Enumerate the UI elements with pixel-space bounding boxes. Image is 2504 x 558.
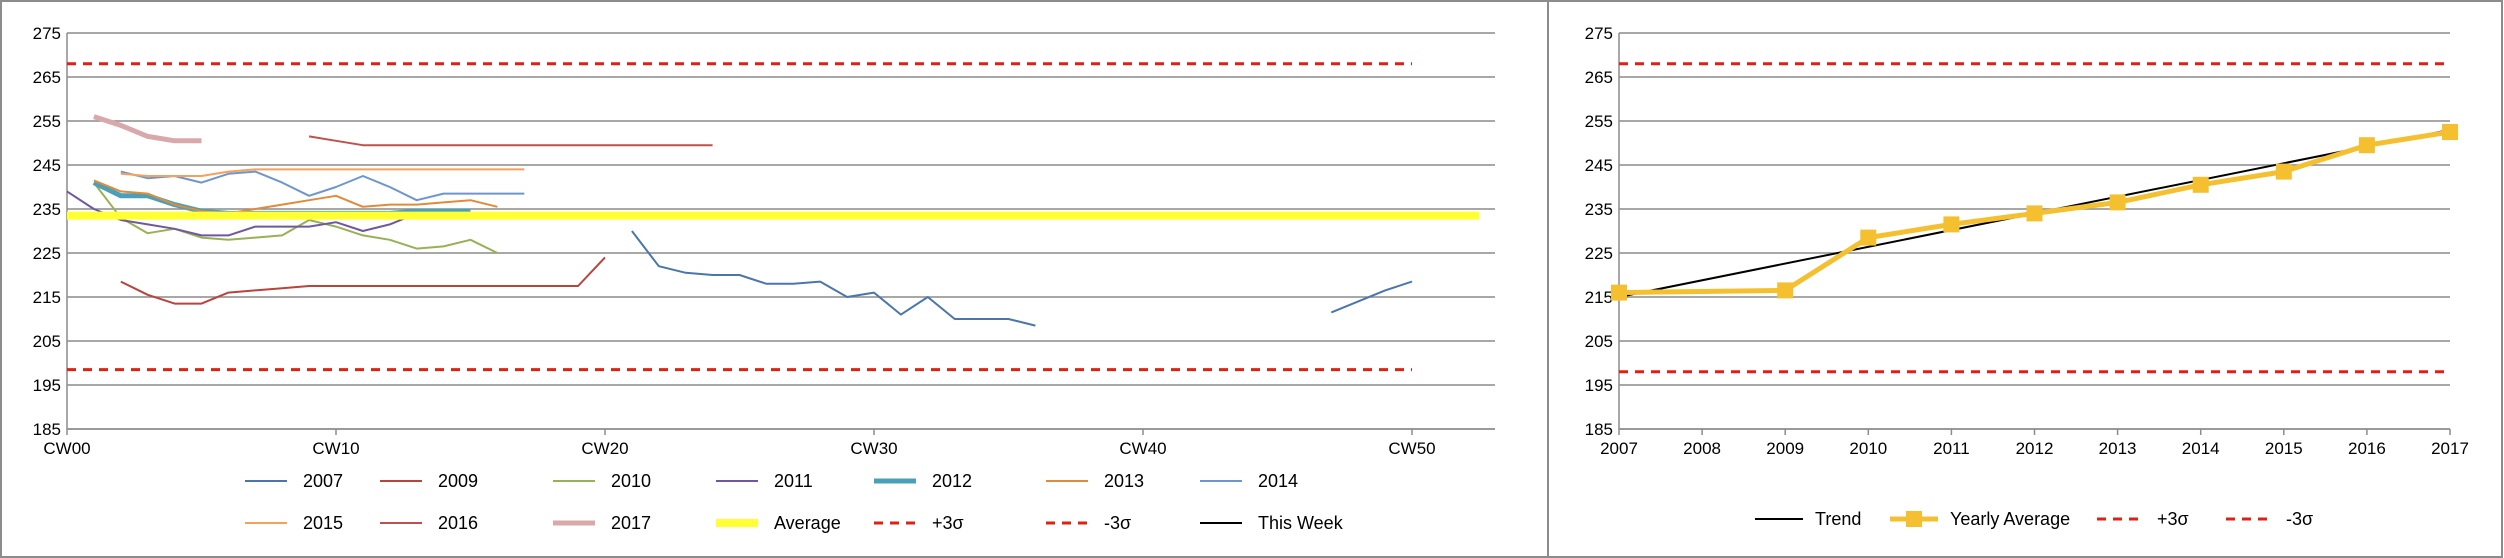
yearly-y-tick-label: 255 xyxy=(1585,112,1613,131)
yearly-x-tick-label: 2010 xyxy=(1849,439,1887,458)
series-line-2014 xyxy=(120,170,525,202)
data-point-yearly-average xyxy=(1860,229,1877,246)
data-point-yearly-average xyxy=(2442,124,2458,140)
yearly-x-tick-label: 2013 xyxy=(2099,439,2137,458)
weekly-x-tick-label: CW30 xyxy=(850,439,897,458)
weekly-x-tick-label: CW00 xyxy=(43,439,90,458)
series-line-2017 xyxy=(93,114,202,144)
legend-label-minus-3-sigma: -3σ xyxy=(2286,509,2313,529)
yearly-x-tick-label: 2014 xyxy=(2182,439,2220,458)
legend-label-2017: 2017 xyxy=(611,513,651,533)
weekly-y-tick-label: 245 xyxy=(33,156,61,175)
legend-label-trend: Trend xyxy=(1815,509,1861,529)
weekly-y-tick-label: 205 xyxy=(33,332,61,351)
data-point-yearly-average xyxy=(2109,194,2126,211)
yearly-y-tick-label: 195 xyxy=(1585,376,1613,395)
data-point-yearly-average xyxy=(1611,284,1627,301)
yearly-x-tick-label: 2015 xyxy=(2265,439,2303,458)
series-line-2016 xyxy=(308,135,713,147)
legend-label-2010: 2010 xyxy=(611,471,651,491)
weekly-y-tick-label: 265 xyxy=(33,68,61,87)
weekly-x-tick-label: CW10 xyxy=(312,439,359,458)
legend-label-2009: 2009 xyxy=(438,471,478,491)
series-line-2009 xyxy=(120,256,606,305)
legend-label-2014: 2014 xyxy=(1258,471,1298,491)
yearly-y-tick-label: 265 xyxy=(1585,68,1613,87)
yearly-x-tick-label: 2007 xyxy=(1600,439,1638,458)
weekly-y-tick-label: 185 xyxy=(33,420,61,439)
legend-label-2016: 2016 xyxy=(438,513,478,533)
yearly-chart: 185 195 205 215 225 235 245 255 265 275 2007 2008 20… xyxy=(1585,24,2469,529)
legend-marker-yearly-average xyxy=(1906,511,1922,527)
yearly-y-tick-label: 225 xyxy=(1585,244,1613,263)
legend-label-2015: 2015 xyxy=(303,513,343,533)
yearly-x-tick-label: 2011 xyxy=(1933,439,1970,458)
yearly-y-tick-label: 185 xyxy=(1585,420,1613,439)
yearly-x-tick-label: 2012 xyxy=(2016,439,2054,458)
data-point-yearly-average xyxy=(2192,176,2209,193)
weekly-y-tick-label: 225 xyxy=(33,244,61,263)
data-point-yearly-average xyxy=(2275,163,2292,180)
legend-label-2007: 2007 xyxy=(303,471,343,491)
legend-label-minus-3-sigma: -3σ xyxy=(1104,513,1131,533)
legend-label-2013: 2013 xyxy=(1104,471,1144,491)
data-point-yearly-average xyxy=(1943,216,1960,233)
weekly-y-tick-label: 235 xyxy=(33,200,61,219)
weekly-chart: 185 195 205 215 225 235 245 255 265 275 CW00 CW10 CW… xyxy=(33,24,1495,533)
yearly-y-tick-label: 205 xyxy=(1585,332,1613,351)
weekly-x-tick-label: CW50 xyxy=(1388,439,1435,458)
legend-label-plus-3-sigma: +3σ xyxy=(2157,509,2189,529)
legend-label-yearly-average: Yearly Average xyxy=(1950,509,2070,529)
yearly-y-tick-label: 215 xyxy=(1585,288,1613,307)
yearly-y-tick-label: 245 xyxy=(1585,156,1613,175)
legend-label-2012: 2012 xyxy=(932,471,972,491)
yearly-y-tick-label: 235 xyxy=(1585,200,1613,219)
weekly-y-tick-label: 215 xyxy=(33,288,61,307)
weekly-y-tick-label: 195 xyxy=(33,376,61,395)
weekly-x-tick-label: CW20 xyxy=(581,439,628,458)
yearly-x-tick-label: 2008 xyxy=(1683,439,1721,458)
data-point-yearly-average xyxy=(2358,137,2375,154)
legend-label-this-week: This Week xyxy=(1258,513,1344,533)
legend-label-plus-3-sigma: +3σ xyxy=(932,513,964,533)
series-line-2007 xyxy=(631,230,1036,327)
legend-label-average: Average xyxy=(774,513,841,533)
data-point-yearly-average xyxy=(2026,205,2043,222)
yearly-x-tick-label: 2016 xyxy=(2348,439,2386,458)
series-line-2013 xyxy=(93,179,498,215)
legend-label-2011: 2011 xyxy=(774,471,813,491)
weekly-chart-panel xyxy=(0,0,1549,558)
yearly-x-tick-label: 2017 xyxy=(2431,439,2469,458)
series-line-2010 xyxy=(93,181,498,254)
series-line-2007 xyxy=(1330,280,1413,314)
weekly-x-tick-label: CW40 xyxy=(1119,439,1166,458)
weekly-y-tick-label: 255 xyxy=(33,112,61,131)
data-point-yearly-average xyxy=(1777,282,1794,299)
yearly-y-tick-label: 275 xyxy=(1585,24,1613,43)
series-line-2011 xyxy=(66,190,418,237)
series-line-2015 xyxy=(120,168,525,177)
yearly-x-tick-label: 2009 xyxy=(1766,439,1804,458)
series-line-yearly-average xyxy=(1618,129,2451,296)
yearly-chart-panel xyxy=(1547,0,2503,558)
weekly-y-tick-label: 275 xyxy=(33,24,61,43)
